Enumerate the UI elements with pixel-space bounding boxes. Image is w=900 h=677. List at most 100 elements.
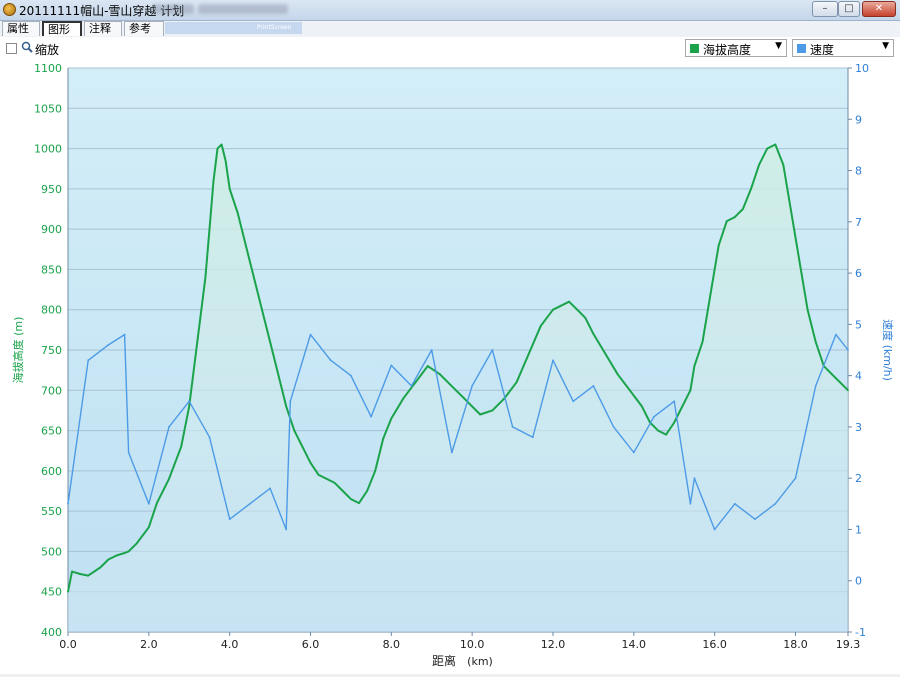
speed-point xyxy=(67,502,69,505)
elevation-point xyxy=(471,405,473,408)
elevation-point xyxy=(382,437,385,440)
elevation-point xyxy=(604,353,607,355)
elevation-point xyxy=(552,308,554,311)
close-button[interactable]: ✕ xyxy=(862,1,896,17)
y-tick-label-left: 550 xyxy=(41,505,62,518)
y-tick-label-left: 400 xyxy=(41,626,62,639)
y-tick-label-left: 700 xyxy=(41,384,62,397)
speed-point xyxy=(774,502,777,505)
speed-point xyxy=(632,451,635,454)
elevation-line xyxy=(67,143,849,592)
elevation-point xyxy=(196,341,199,343)
primary-series-select[interactable]: 海拔高度 ▼ xyxy=(685,39,787,57)
elevation-point xyxy=(527,353,530,355)
elevation-point xyxy=(277,373,280,376)
speed-point xyxy=(531,436,534,439)
speed-point xyxy=(693,477,696,480)
elevation-point xyxy=(87,574,90,577)
chart-area[interactable]: 400 450 500 550 600 650 700 750 800 850 900 950 1000… xyxy=(0,61,900,674)
speed-point xyxy=(794,477,797,480)
elevation-point xyxy=(325,478,328,480)
y-tick-label-right: -1 xyxy=(855,626,866,639)
elevation-point xyxy=(774,143,777,146)
elevation-point xyxy=(539,324,542,327)
tab-properties[interactable]: 属性 xyxy=(2,21,40,36)
elevation-point xyxy=(584,316,587,319)
elevation-speed-chart[interactable]: 4004505005506006507007508008509009501000… xyxy=(0,61,900,674)
elevation-point xyxy=(766,147,769,150)
elevation-point xyxy=(830,373,833,376)
speed-point xyxy=(390,364,393,367)
speed-point xyxy=(329,359,332,362)
y-tick-label-right: 1 xyxy=(855,523,862,536)
speed-point xyxy=(713,528,716,531)
secondary-series-select[interactable]: 速度 ▼ xyxy=(792,39,894,57)
speed-point xyxy=(188,400,191,403)
speed-point xyxy=(107,344,110,346)
speed-point xyxy=(350,374,352,377)
elevation-point xyxy=(107,558,110,561)
elevation-point xyxy=(147,526,150,529)
magnifier-icon xyxy=(21,41,33,53)
elevation-point xyxy=(725,220,728,223)
elevation-point xyxy=(681,405,684,408)
elevation-area xyxy=(68,144,848,632)
elevation-point xyxy=(180,445,183,448)
elevation-point xyxy=(79,573,81,575)
y-tick-label-left: 750 xyxy=(41,344,62,357)
speed-point xyxy=(208,436,211,439)
x-tick-label: 4.0 xyxy=(221,638,239,651)
tab-notes[interactable]: 注释 xyxy=(84,21,122,36)
elevation-point xyxy=(402,397,405,400)
tab-graph[interactable]: 图形 xyxy=(42,21,82,36)
elevation-point xyxy=(261,308,263,311)
speed-point xyxy=(168,426,170,428)
speed-point xyxy=(572,400,575,403)
speed-point xyxy=(491,349,494,351)
elevation-point xyxy=(135,542,138,545)
speed-point xyxy=(552,359,554,362)
elevation-point xyxy=(839,381,841,384)
elevation-point xyxy=(236,212,239,214)
speed-point xyxy=(249,502,251,505)
zoom-checkbox[interactable] xyxy=(6,43,17,54)
elevation-point xyxy=(750,188,752,190)
chart-toolbar: 缩放 海拔高度 ▼ 速度 ▼ xyxy=(0,37,900,61)
elevation-point xyxy=(293,429,296,432)
x-tick-label: 18.0 xyxy=(783,638,808,651)
speed-point xyxy=(451,451,453,454)
speed-point xyxy=(410,385,413,387)
speed-point xyxy=(511,426,514,428)
x-tick-label: 12.0 xyxy=(541,638,566,651)
elevation-point xyxy=(426,365,429,367)
elevation-point xyxy=(814,341,817,343)
y-tick-label-left: 1000 xyxy=(34,143,62,156)
elevation-point xyxy=(208,228,211,231)
speed-point xyxy=(733,502,736,505)
elevation-point xyxy=(733,216,736,219)
elevation-point xyxy=(212,179,215,182)
y-tick-label-left: 500 xyxy=(41,545,62,558)
speed-point xyxy=(127,451,130,454)
minimize-button[interactable]: – xyxy=(812,1,838,17)
tab-reference[interactable]: 参考 xyxy=(124,21,164,36)
y-tick-label-right: 8 xyxy=(855,165,862,178)
elevation-point xyxy=(790,212,793,214)
speed-point xyxy=(87,359,90,362)
elevation-point xyxy=(616,373,619,376)
maximize-button[interactable]: □ xyxy=(838,1,860,17)
elevation-point xyxy=(628,389,631,392)
y-tick-label-left: 600 xyxy=(41,465,62,478)
elevation-point xyxy=(301,445,304,448)
y-tick-label-right: 0 xyxy=(855,575,862,588)
elevation-point xyxy=(333,482,336,484)
x-tick-label: 14.0 xyxy=(622,638,647,651)
elevation-point xyxy=(798,260,801,263)
elevation-point xyxy=(693,365,696,367)
elevation-point xyxy=(168,478,170,480)
elevation-point xyxy=(253,276,255,279)
elevation-point xyxy=(641,405,643,408)
x-tick-label: 6.0 xyxy=(302,638,320,651)
x-axis-label: 距离 xyxy=(432,653,456,668)
speed-point xyxy=(370,415,372,418)
